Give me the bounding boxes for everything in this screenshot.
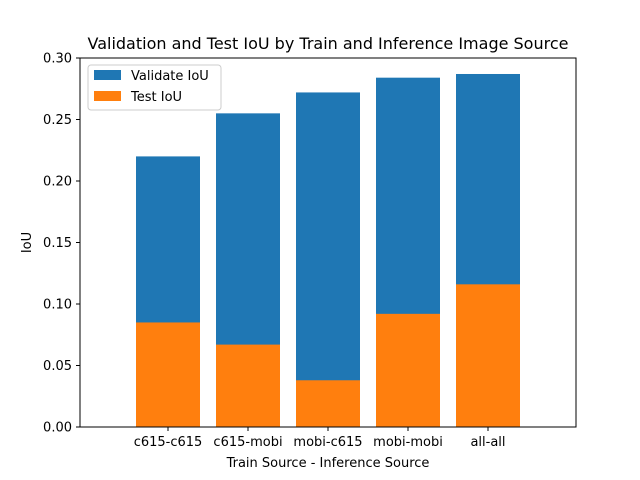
x-tick-label: mobi-mobi xyxy=(373,435,443,450)
y-tick-label: 0.30 xyxy=(43,52,72,67)
y-axis: 0.00 0.05 0.10 0.15 0.20 0.25 0.30 xyxy=(43,52,80,436)
y-tick-label: 0.20 xyxy=(43,175,72,190)
bar-test-mobi-c615 xyxy=(296,380,360,427)
legend-swatch-validate xyxy=(94,70,121,80)
bar-test-c615-c615 xyxy=(136,322,200,427)
y-tick-label: 0.05 xyxy=(43,359,72,374)
legend-label-validate: Validate IoU xyxy=(131,69,209,84)
x-axis: c615-c615 c615-mobi mobi-c615 mobi-mobi all-… xyxy=(134,427,506,450)
y-tick-label: 0.10 xyxy=(43,298,72,313)
y-tick-label: 0.00 xyxy=(43,421,72,436)
legend: Validate IoU Test IoU xyxy=(87,64,222,111)
bar-validate-mobi-c615 xyxy=(296,92,360,427)
x-axis-label: Train Source - Inference Source xyxy=(226,456,430,471)
x-tick-label: all-all xyxy=(470,435,505,450)
y-axis-label: IoU xyxy=(20,232,35,253)
bars-layer xyxy=(136,73,520,428)
y-tick-label: 0.15 xyxy=(43,236,72,251)
bar-test-mobi-mobi xyxy=(376,313,440,427)
legend-swatch-test xyxy=(94,91,121,101)
legend-label-test: Test IoU xyxy=(130,90,182,105)
x-tick-label: c615-c615 xyxy=(134,435,203,450)
x-tick-label: c615-mobi xyxy=(213,435,282,450)
bar-test-all-all xyxy=(456,284,520,427)
bar-test-c615-mobi xyxy=(216,344,280,427)
x-tick-label: mobi-c615 xyxy=(293,435,362,450)
chart-title: Validation and Test IoU by Train and Inf… xyxy=(88,34,569,53)
y-tick-label: 0.25 xyxy=(43,113,72,128)
legend-box xyxy=(87,64,222,111)
